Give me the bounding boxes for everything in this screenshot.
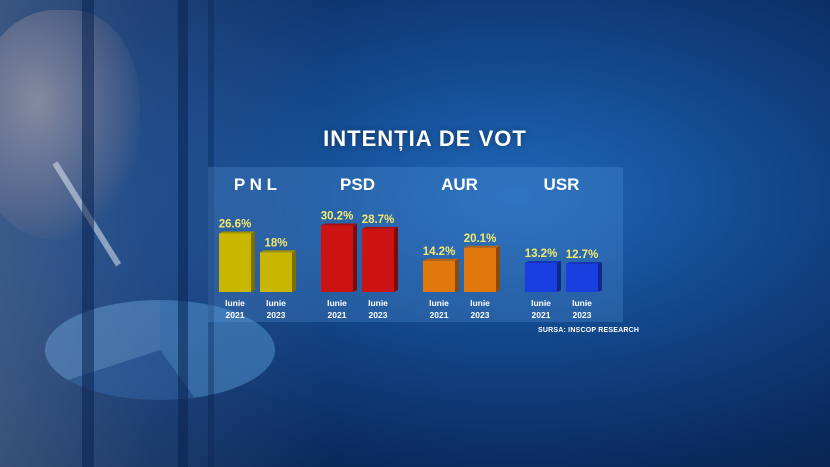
tick-label-month: Iunie — [470, 298, 490, 308]
tick-label-year: 2021 — [430, 310, 449, 320]
bar-side — [251, 231, 255, 292]
bar-side — [394, 226, 398, 292]
party-label: USR — [544, 175, 580, 194]
tick-label-year: 2021 — [328, 310, 347, 320]
data-label: 26.6% — [219, 218, 252, 230]
data-label: 14.2% — [423, 246, 456, 258]
background-photo — [0, 0, 330, 467]
bar-side — [455, 258, 459, 292]
bar — [260, 252, 292, 292]
source-caption: SURSA: INSCOP RESEARCH — [538, 327, 640, 334]
bar-top — [362, 226, 398, 229]
tick-label-month: Iunie — [429, 298, 449, 308]
data-label: 13.2% — [525, 248, 558, 260]
tick-label-month: Iunie — [266, 298, 286, 308]
tick-label-month: Iunie — [225, 298, 245, 308]
data-label: 30.2% — [321, 211, 354, 223]
tick-label-month: Iunie — [572, 298, 592, 308]
bar-side — [496, 245, 500, 292]
bar — [219, 233, 251, 292]
party-label: AUR — [441, 175, 478, 194]
bar-top — [219, 231, 255, 234]
tick-label-year: 2023 — [267, 310, 286, 320]
bar-side — [353, 223, 357, 292]
bar — [321, 225, 353, 292]
tick-label-year: 2021 — [226, 310, 245, 320]
bar — [566, 264, 598, 292]
tick-label-year: 2023 — [573, 310, 592, 320]
bar — [362, 228, 394, 292]
tick-label-month: Iunie — [531, 298, 551, 308]
tick-label-month: Iunie — [327, 298, 347, 308]
background-stripe — [208, 0, 214, 467]
party-label: PSD — [340, 175, 375, 194]
bar-top — [566, 262, 602, 265]
tick-label-year: 2023 — [471, 310, 490, 320]
background-stripe — [178, 0, 188, 467]
data-label: 20.1% — [464, 233, 497, 245]
background-stripe — [82, 0, 94, 467]
bar — [464, 247, 496, 292]
bar-side — [598, 262, 602, 292]
party-label: P N L — [234, 175, 277, 194]
bar — [525, 262, 557, 292]
bar-top — [321, 223, 357, 226]
chart-panel — [208, 167, 623, 322]
bar-top — [525, 260, 561, 263]
tick-label-year: 2023 — [369, 310, 388, 320]
bar-side — [292, 250, 296, 292]
data-label: 12.7% — [566, 249, 599, 261]
chart-title: INTENȚIA DE VOT — [323, 126, 527, 151]
tick-label-month: Iunie — [368, 298, 388, 308]
data-label: 18% — [264, 237, 287, 249]
bar-top — [423, 258, 459, 261]
bar — [423, 260, 455, 292]
data-label: 28.7% — [362, 214, 395, 226]
bar-top — [260, 250, 296, 253]
tick-label-year: 2021 — [532, 310, 551, 320]
bar-top — [464, 245, 500, 248]
bar-side — [557, 260, 561, 292]
background-hand — [0, 10, 140, 240]
